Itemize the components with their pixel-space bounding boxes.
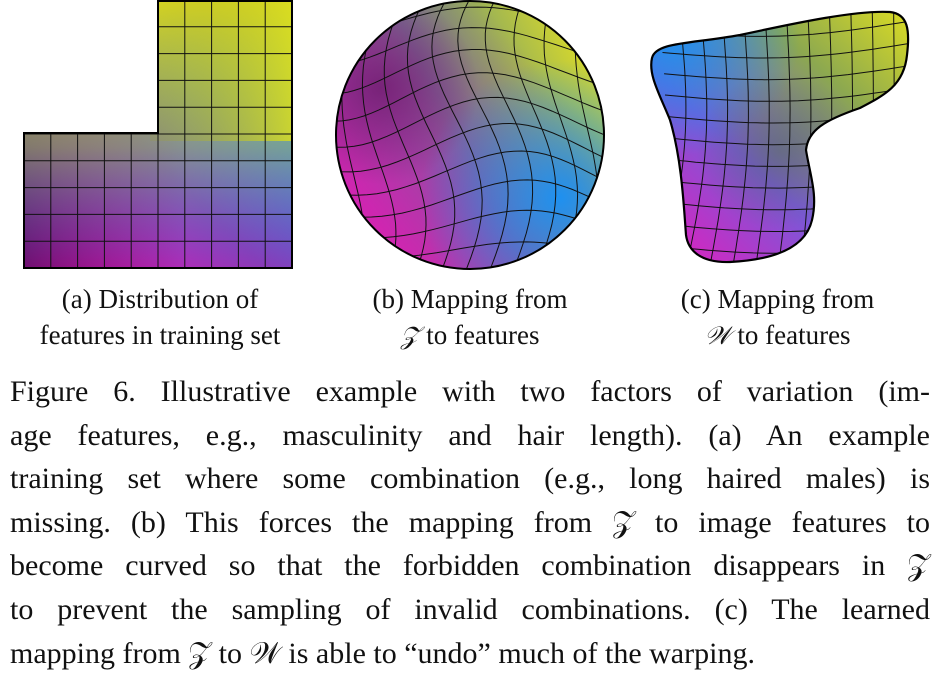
grid-line — [457, 1, 509, 269]
grid-line — [431, 1, 483, 269]
grid-line — [336, 122, 604, 173]
figure-illustrations — [23, 0, 910, 270]
z-symbol: 𝒵 — [400, 321, 420, 350]
grid-line — [336, 49, 604, 104]
grid-line — [406, 1, 456, 269]
caption-line-3: training set where some combination (e.g… — [10, 462, 930, 496]
panel-a-training-distribution — [23, 0, 293, 269]
grid-line — [484, 1, 534, 269]
subcaption-b-line2: 𝒵 to features — [305, 317, 635, 354]
grid-line — [336, 96, 604, 148]
subcaption-b: (b) Mapping from 𝒵 to features — [305, 281, 635, 354]
subcaption-a: (a) Distribution of features in training… — [0, 281, 320, 353]
grid-line — [336, 72, 604, 125]
caption-line-5: become curved so that the forbidden comb… — [10, 549, 930, 583]
panel-c-w-mapping — [650, 10, 910, 264]
subcaption-c-line1: (c) Mapping from — [680, 284, 875, 314]
subcaption-c: (c) Mapping from 𝒲 to features — [610, 281, 937, 354]
subcaption-c-line2-text: to features — [730, 320, 851, 350]
caption-line-2: age features, e.g., masculinity and hair… — [10, 418, 930, 452]
caption-line-4: missing. (b) This forces the mapping fro… — [10, 505, 930, 539]
subcaption-c-line2: 𝒲 to features — [610, 317, 937, 354]
panel-b-z-mapping — [335, 0, 605, 270]
caption-line-1: Figure 6. Illustrative example with two … — [10, 375, 930, 408]
subcaption-a-line1: (a) Distribution of — [61, 284, 259, 314]
subcaption-b-line2-text: to features — [419, 320, 540, 350]
caption-line-6: to prevent the sampling of invalid combi… — [10, 592, 930, 626]
figure-caption: Figure 6. Illustrative example with two … — [10, 370, 930, 675]
grid-line — [383, 1, 429, 269]
grid-line — [336, 150, 604, 196]
subcaption-b-line1: (b) Mapping from — [372, 284, 568, 314]
subcaption-a-line2: features in training set — [39, 320, 281, 350]
grid-line — [662, 42, 909, 59]
caption-line-7: mapping from 𝒵 to 𝒲 is able to “undo” mu… — [10, 636, 755, 670]
grid-line — [511, 1, 557, 269]
w-symbol: 𝒲 — [704, 321, 731, 350]
